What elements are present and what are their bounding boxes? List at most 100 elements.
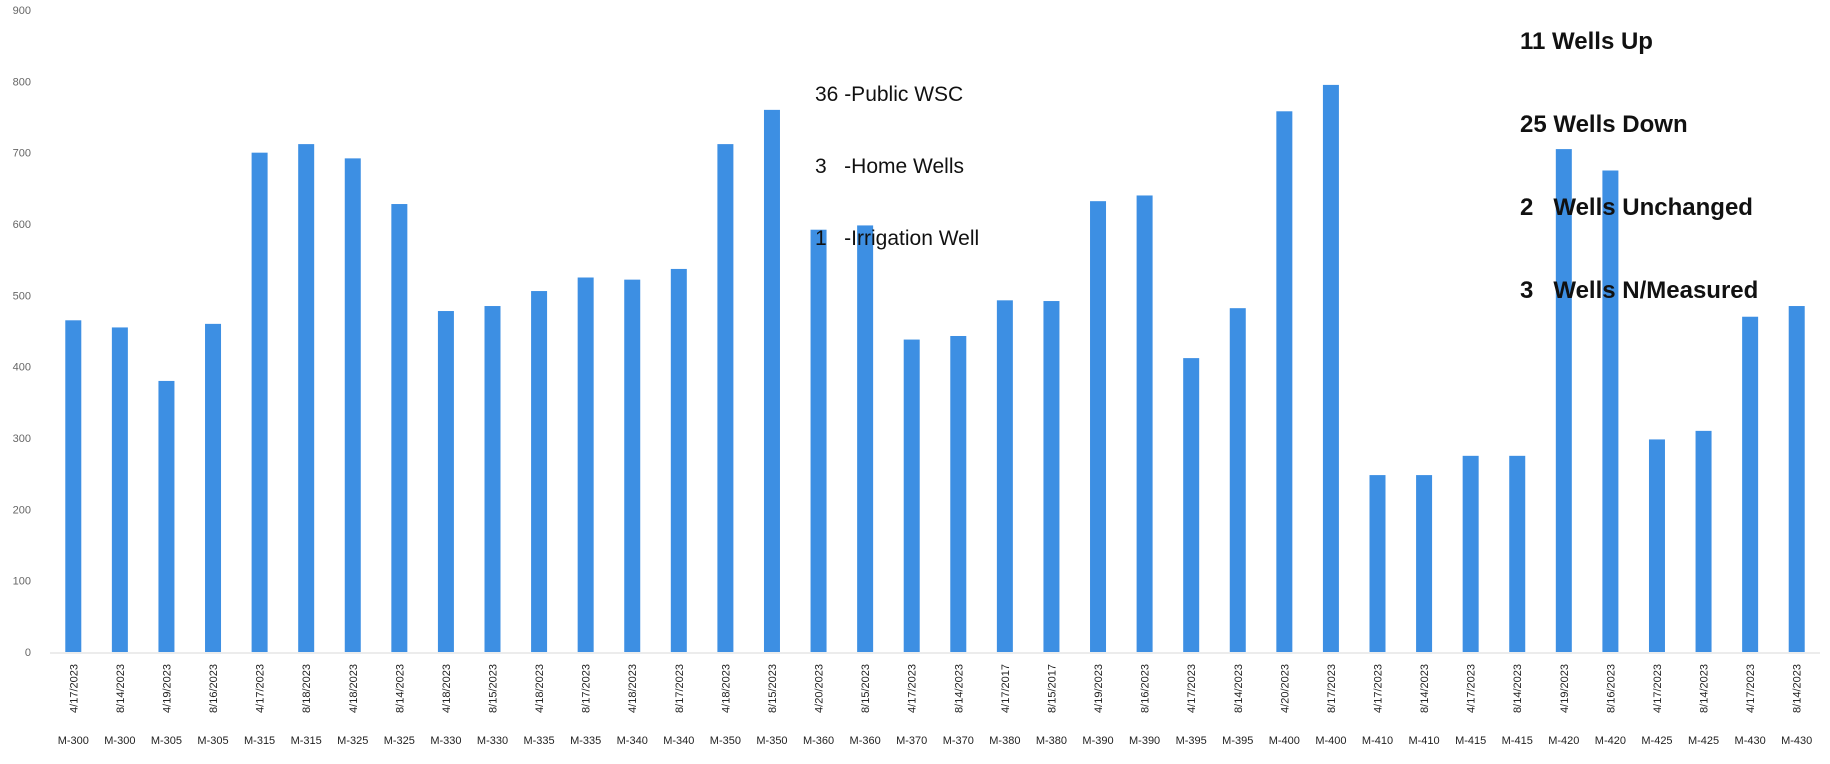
y-tick-label: 300 [13, 433, 31, 445]
x-tick-well-label: M-330 [477, 735, 508, 747]
well-type-annotation: 36 -Public WSC 3 -Home Wells 1 -Irrigati… [815, 42, 979, 279]
bar [763, 109, 780, 652]
bar [810, 229, 827, 652]
bar [205, 323, 222, 652]
x-tick-date-label: 4/20/2023 [814, 664, 826, 713]
x-tick-date-label: 8/17/2023 [581, 664, 593, 713]
x-tick-well-label: M-340 [617, 735, 648, 747]
x-tick-well-label: M-340 [663, 735, 694, 747]
bar [1695, 430, 1712, 652]
x-tick-well-label: M-425 [1641, 735, 1672, 747]
bar [531, 291, 548, 652]
x-tick-date-label: 8/14/2023 [1419, 664, 1431, 713]
x-tick-well-label: M-430 [1735, 735, 1766, 747]
x-tick-well-label: M-380 [989, 735, 1020, 747]
x-tick-well-label: M-315 [291, 735, 322, 747]
y-tick-label: 400 [13, 362, 31, 374]
x-tick-date-label: 8/16/2023 [1605, 664, 1617, 713]
y-tick-label: 900 [13, 5, 31, 17]
x-tick-well-label: M-335 [570, 735, 601, 747]
bar [1416, 475, 1433, 652]
bar [298, 144, 315, 652]
y-tick-label: 0 [25, 647, 31, 659]
bar [670, 268, 687, 652]
x-tick-date-label: 4/18/2023 [348, 664, 360, 713]
bar [903, 339, 920, 652]
summary-wells-up: 11 Wells Up [1520, 28, 1653, 55]
x-tick-well-label: M-350 [710, 735, 741, 747]
bar [391, 204, 408, 652]
bar [1788, 306, 1805, 652]
x-tick-date-label: 4/17/2017 [1000, 664, 1012, 713]
bar [437, 311, 454, 652]
x-tick-date-label: 4/17/2023 [1186, 664, 1198, 713]
bar [577, 277, 594, 652]
x-tick-well-label: M-325 [384, 735, 415, 747]
x-tick-date-label: 4/17/2023 [255, 664, 267, 713]
bar [996, 300, 1013, 652]
bar [1742, 316, 1759, 652]
x-tick-well-label: M-300 [58, 735, 89, 747]
x-tick-well-label: M-430 [1781, 735, 1812, 747]
x-tick-date-label: 8/14/2023 [1233, 664, 1245, 713]
x-tick-well-label: M-300 [104, 735, 135, 747]
well-change-summary: 11 Wells Up 25 Wells Down 2 Wells Unchan… [1520, 0, 1758, 338]
x-tick-well-label: M-325 [337, 735, 368, 747]
bar [111, 327, 128, 652]
x-tick-date-label: 4/18/2023 [441, 664, 453, 713]
bar [857, 225, 874, 652]
x-tick-well-label: M-400 [1269, 735, 1300, 747]
bar [1648, 439, 1665, 652]
x-tick-well-label: M-380 [1036, 735, 1067, 747]
x-tick-date-label: 4/19/2023 [1093, 664, 1105, 713]
bar [1043, 301, 1060, 652]
x-tick-date-label: 8/14/2023 [1512, 664, 1524, 713]
y-tick-label: 100 [13, 576, 31, 588]
bar [344, 158, 361, 652]
x-tick-date-label: 4/17/2023 [68, 664, 80, 713]
bar [1369, 475, 1386, 652]
annotation-public-wsc: 36 -Public WSC [815, 83, 964, 106]
x-tick-date-label: 8/17/2023 [674, 664, 686, 713]
bar [1602, 170, 1619, 652]
summary-wells-unchanged: 2 Wells Unchanged [1520, 194, 1753, 221]
x-tick-date-label: 4/20/2023 [1279, 664, 1291, 713]
x-tick-date-label: 4/17/2023 [1745, 664, 1757, 713]
x-tick-well-label: M-420 [1595, 735, 1626, 747]
x-tick-well-label: M-410 [1408, 735, 1439, 747]
x-tick-well-label: M-415 [1502, 735, 1533, 747]
summary-wells-down: 25 Wells Down [1520, 111, 1688, 138]
bar [484, 306, 501, 652]
bar [1555, 149, 1572, 652]
bar [1276, 111, 1293, 652]
bar [1136, 195, 1153, 652]
x-tick-well-label: M-370 [896, 735, 927, 747]
x-tick-date-label: 8/15/2023 [488, 664, 500, 713]
x-tick-well-label: M-420 [1548, 735, 1579, 747]
x-tick-well-label: M-395 [1176, 735, 1207, 747]
x-tick-well-label: M-360 [850, 735, 881, 747]
x-tick-date-label: 4/18/2023 [720, 664, 732, 713]
y-tick-label: 600 [13, 219, 31, 231]
x-tick-well-label: M-410 [1362, 735, 1393, 747]
x-tick-date-label: 4/18/2023 [627, 664, 639, 713]
x-tick-date-label: 8/15/2017 [1046, 664, 1058, 713]
x-tick-well-label: M-360 [803, 735, 834, 747]
x-tick-date-label: 8/14/2023 [953, 664, 965, 713]
x-tick-well-label: M-330 [430, 735, 461, 747]
x-tick-well-label: M-350 [756, 735, 787, 747]
x-tick-date-label: 4/19/2023 [1559, 664, 1571, 713]
y-tick-label: 500 [13, 290, 31, 302]
x-tick-well-label: M-395 [1222, 735, 1253, 747]
bar [1462, 455, 1479, 652]
x-tick-date-label: 8/18/2023 [301, 664, 313, 713]
bar [1509, 455, 1526, 652]
x-tick-well-label: M-305 [151, 735, 182, 747]
y-tick-label: 700 [13, 148, 31, 160]
x-tick-date-label: 8/17/2023 [1326, 664, 1338, 713]
bar [158, 380, 175, 652]
x-tick-date-label: 4/17/2023 [1373, 664, 1385, 713]
bar [950, 335, 967, 652]
